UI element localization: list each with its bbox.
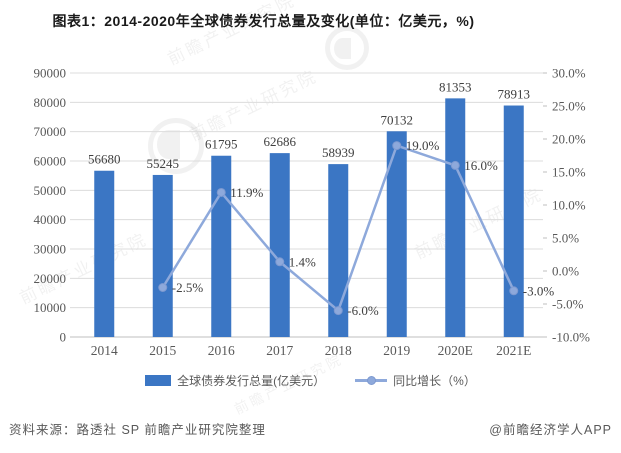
- category-label: 2017: [266, 343, 293, 358]
- right-axis-tick-label: 5.0%: [552, 231, 579, 246]
- left-axis-tick-label: 70000: [34, 124, 67, 139]
- right-axis-tick-label: -10.0%: [552, 330, 590, 345]
- bar-value-label: 56680: [88, 152, 121, 167]
- chart-title: 图表1：2014-2020年全球债券发行总量及变化(单位：亿美元，%): [52, 13, 475, 29]
- legend-item-yoy-growth: 同比增长（%）: [355, 372, 476, 389]
- combo-chart: 0 10000 20000 30000 40000 50000 60000 70000 8000…: [34, 66, 591, 359]
- bar-value-label: 78913: [498, 87, 531, 102]
- line-marker: [275, 257, 285, 267]
- right-axis-tick-label: 10.0%: [552, 198, 586, 213]
- line-point-label: 1.4%: [289, 254, 316, 269]
- left-axis-tick-label: 60000: [34, 154, 67, 169]
- line-marker-icon: [367, 376, 377, 385]
- line-point-label: -2.5%: [172, 280, 204, 295]
- legend-label-yoy-growth: 同比增长（%）: [393, 374, 476, 388]
- line-marker: [509, 286, 519, 296]
- left-axis-tick-label: 90000: [34, 66, 67, 81]
- line-point-label: -6.0%: [347, 303, 379, 318]
- category-label: 2015: [149, 343, 176, 358]
- category-label: 2018: [325, 343, 352, 358]
- left-axis-tick-label: 20000: [34, 271, 67, 286]
- bar-value-label: 58939: [322, 145, 355, 160]
- category-label: 2019: [383, 343, 410, 358]
- source-note: 资料来源：路透社 SP 前瞻产业研究院整理: [9, 423, 266, 437]
- legend-item-total-issuance: 全球债券发行总量(亿美元）: [145, 372, 325, 389]
- bar: [386, 131, 407, 337]
- bar-value-label: 81353: [439, 79, 472, 94]
- right-axis-tick-label: 20.0%: [552, 132, 586, 147]
- bar-series-swatch: [145, 375, 172, 386]
- line-point-label: 16.0%: [464, 158, 498, 173]
- left-axis-tick-label: 40000: [34, 212, 67, 227]
- bar: [503, 105, 524, 337]
- left-axis-tick-label: 50000: [34, 183, 67, 198]
- line-point-label: 19.0%: [406, 138, 440, 153]
- right-axis-tick-label: 0.0%: [552, 264, 579, 279]
- category-label: 2020E: [438, 343, 473, 358]
- chart-footer: 资料来源：路透社 SP 前瞻产业研究院整理 @前瞻经济学人APP: [9, 419, 612, 438]
- bar-value-label: 61795: [205, 137, 238, 152]
- line-marker: [450, 160, 460, 170]
- left-axis-tick-label: 80000: [34, 95, 67, 110]
- left-axis-tick-label: 0: [60, 330, 67, 345]
- bar-value-label: 70132: [381, 112, 414, 127]
- line-marker: [333, 306, 343, 316]
- left-axis-tick-label: 30000: [34, 242, 67, 257]
- right-axis-tick-label: 30.0%: [552, 66, 586, 81]
- line-marker: [392, 141, 402, 151]
- line-series-swatch: [355, 376, 388, 385]
- category-label: 2014: [91, 343, 118, 358]
- chart-legend: 全球债券发行总量(亿美元） 同比增长（%）: [0, 372, 621, 389]
- line-marker: [216, 187, 226, 197]
- category-label: 2016: [208, 343, 235, 358]
- bar: [211, 155, 232, 337]
- right-axis-tick-label: -5.0%: [552, 297, 584, 312]
- left-axis-tick-label: 10000: [34, 300, 67, 315]
- bar-value-label: 55245: [147, 156, 180, 171]
- line-point-label: 11.9%: [230, 185, 263, 200]
- brand-note: @前瞻经济学人APP: [489, 423, 612, 437]
- bar: [445, 98, 466, 337]
- right-axis-tick-label: 25.0%: [552, 99, 586, 114]
- bar: [94, 170, 115, 337]
- line-point-label: -3.0%: [523, 283, 555, 298]
- legend-label-total-issuance: 全球债券发行总量(亿美元）: [177, 374, 326, 388]
- line-marker: [158, 283, 168, 292]
- bar: [152, 174, 173, 337]
- bar-value-label: 62686: [264, 134, 297, 149]
- bar: [269, 153, 290, 337]
- category-label: 2021E: [496, 343, 531, 358]
- right-axis-tick-label: 15.0%: [552, 165, 586, 180]
